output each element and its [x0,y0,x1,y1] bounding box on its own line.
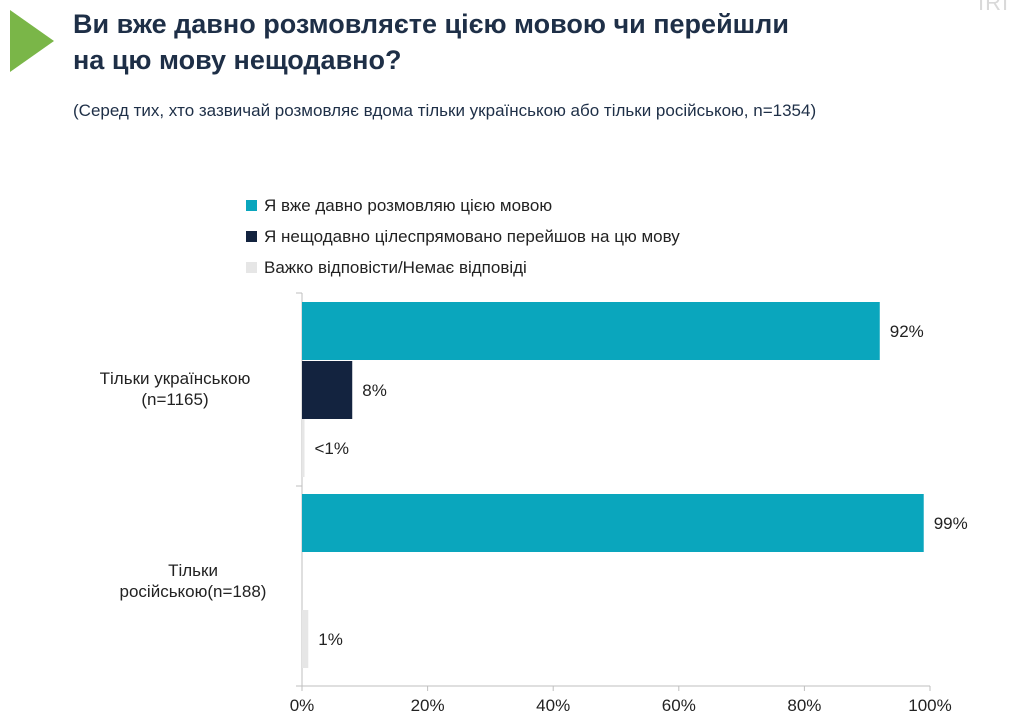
x-tick-label-4: 80% [787,696,821,715]
legend-item-long-time: Я вже давно розмовляю цією мовою [246,190,680,221]
legend-swatch-long-time [246,200,257,211]
legend-item-recently-switched: Я нещодавно цілеспрямовано перейшов на ц… [246,221,680,252]
iri-watermark: IRI [978,0,1010,15]
value-label-cat1-series2: 1% [318,630,343,649]
legend-label-no-answer: Важко відповісти/Немає відповіді [264,257,527,277]
bar-cat1-series0 [302,494,924,552]
x-tick-label-5: 100% [908,696,951,715]
bar-cat1-series2 [302,610,309,668]
category-label-ukrainian-line2: (n=1165) [141,390,209,409]
bar-cat0-series1 [302,361,353,419]
play-arrow-icon [10,10,54,72]
bar-cat0-series2 [302,419,305,477]
slide-title: Ви вже давно розмовляєте цією мовою чи п… [73,6,973,78]
value-label-cat0-series1: 8% [362,381,387,400]
value-label-cat1-series0: 99% [934,514,968,533]
legend-item-no-answer: Важко відповісти/Немає відповіді [246,252,680,283]
title-line-2: на цю мову нещодавно? [73,45,402,75]
chart-legend: Я вже давно розмовляю цією мовою Я нещод… [246,190,680,283]
x-tick-label-1: 20% [411,696,445,715]
category-label-russian-line1: Тільки [168,561,218,580]
value-label-cat0-series0: 92% [890,322,924,341]
x-tick-label-2: 40% [536,696,570,715]
value-label-cat0-series2: <1% [315,439,350,458]
legend-swatch-recently-switched [246,231,257,242]
category-label-russian: Тільки російською(n=188) [78,560,308,602]
x-tick-label-3: 60% [662,696,696,715]
category-label-ukrainian: Тільки українською (n=1165) [60,368,290,410]
title-line-1: Ви вже давно розмовляєте цією мовою чи п… [73,9,789,39]
legend-label-recently-switched: Я нещодавно цілеспрямовано перейшов на ц… [264,226,680,246]
legend-label-long-time: Я вже давно розмовляю цією мовою [264,195,553,215]
category-label-ukrainian-line1: Тільки українською [99,369,251,388]
slide-subtitle: (Серед тих, хто зазвичай розмовляє вдома… [73,101,817,120]
legend-swatch-no-answer [246,262,257,273]
category-label-russian-line2: російською(n=188) [119,582,267,601]
x-tick-label-0: 0% [290,696,315,715]
bar-cat0-series0 [302,302,880,360]
